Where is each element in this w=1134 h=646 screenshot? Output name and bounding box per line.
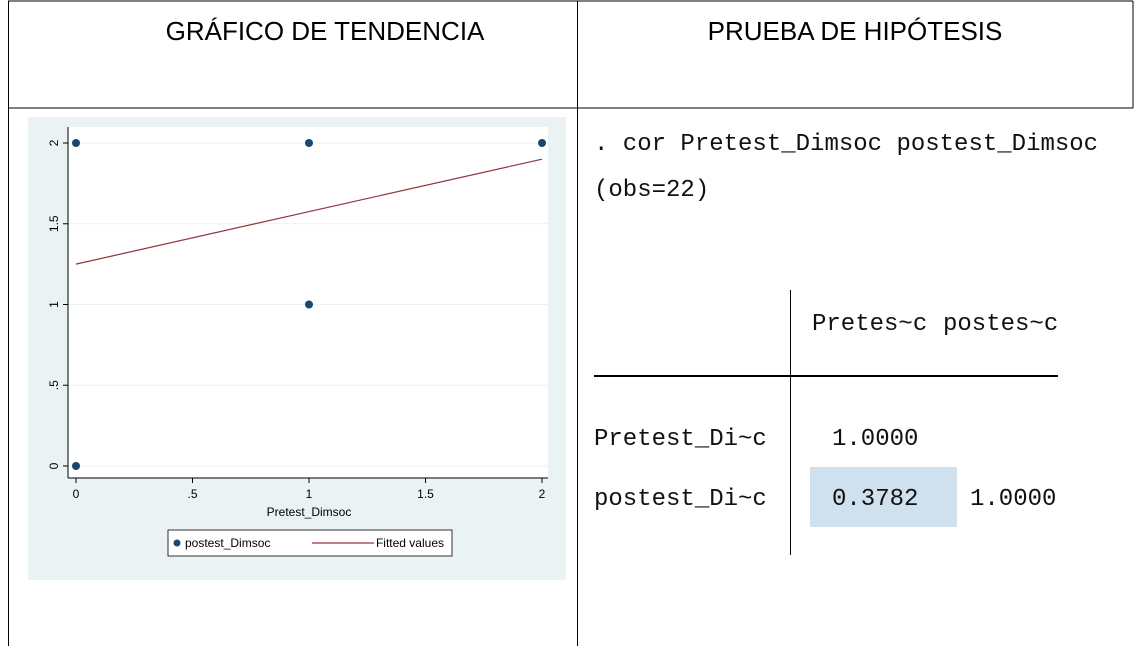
y-tick-label: .5 [47,380,61,390]
row-label: Pretest_Di~c [594,426,767,453]
point [72,139,80,147]
cell-value: 1.0000 [832,426,918,453]
point [72,462,80,470]
column-header: Pretes~c [812,311,927,338]
cell-value: 0.3782 [832,486,918,513]
cell-value: 1.0000 [970,486,1056,513]
point [305,300,313,309]
fitted-line [75,158,543,265]
header-left: GRÁFICO DE TENDENCIA [166,16,485,46]
legend-label: Fitted values [376,536,444,550]
obs: (obs=22) [594,177,709,204]
y-tick-label: 1.5 [47,215,61,232]
x-axis-label: Pretest_Dimsoc [267,505,352,519]
y-tick-label: 1 [47,301,61,308]
y-tick-label: 2 [47,139,61,146]
legend-marker [173,539,181,547]
legend [167,529,453,557]
y-tick-label: 0 [47,462,61,469]
x-tick-label: 2 [539,487,546,501]
legend-label: postest_Dimsoc [185,536,270,550]
highlight [810,467,957,527]
header-right: PRUEBA DE HIPÓTESIS [708,16,1003,46]
table-borders [8,0,1134,646]
point [305,139,313,147]
x-tick-label: 1.5 [417,487,434,501]
column-header: postes~c [943,311,1058,338]
point [538,139,546,147]
x-tick-label: .5 [187,487,197,501]
command: . cor Pretest_Dimsoc postest_Dimsoc [594,131,1098,158]
x-tick-label: 0 [73,487,80,501]
x-tick-label: 1 [306,487,313,501]
row-label: postest_Di~c [594,486,767,513]
